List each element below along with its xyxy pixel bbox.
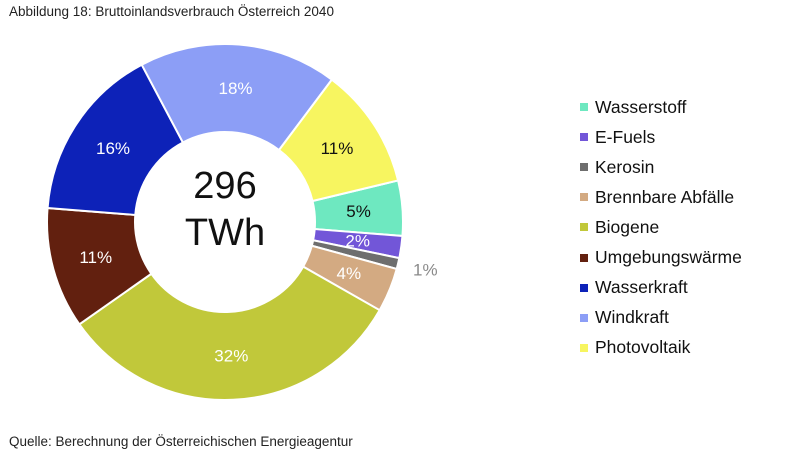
slice-photovoltaik — [277, 78, 400, 203]
legend-item: Kerosin — [580, 152, 742, 182]
center-total-value: 296 — [193, 165, 256, 207]
legend-label: Biogene — [595, 216, 660, 237]
legend-item: Windkraft — [580, 303, 742, 333]
legend-swatch — [580, 133, 588, 142]
legend-item: Brennbare Abfälle — [580, 182, 742, 212]
legend-label: Brennbare Abfälle — [595, 186, 735, 207]
slice-biogene — [77, 265, 381, 401]
legend-swatch — [580, 103, 588, 112]
slice-windkraft — [140, 43, 334, 152]
source-note: Quelle: Berechnung der Österreichischen … — [9, 434, 353, 449]
legend-swatch — [580, 283, 588, 292]
legend-swatch — [580, 193, 588, 202]
legend-item: Wasserstoff — [580, 92, 742, 122]
legend-swatch — [580, 313, 588, 322]
legend-label: Kerosin — [595, 156, 655, 177]
legend-item: E-Fuels — [580, 122, 742, 152]
slice-label: 18% — [218, 79, 252, 98]
slice-label: 16% — [96, 139, 130, 158]
legend-label: Wasserstoff — [595, 96, 687, 117]
legend-swatch — [580, 163, 588, 172]
slice-label: 32% — [214, 346, 248, 365]
slice-label: 5% — [346, 202, 371, 221]
legend-item: Umgebungswärme — [580, 242, 742, 272]
legend-item: Photovoltaik — [580, 333, 742, 363]
slice-label: 11% — [79, 248, 112, 267]
slice-label: 2% — [345, 231, 370, 250]
legend-label: Wasserkraft — [595, 277, 688, 298]
slice-wasserkraft — [46, 63, 185, 217]
slice-label: 11% — [321, 139, 354, 158]
legend-item: Wasserkraft — [580, 273, 742, 303]
legend-swatch — [580, 223, 588, 232]
figure-caption: Abbildung 18: Bruttoinlandsverbrauch Öst… — [9, 4, 334, 19]
chart-legend: Wasserstoff E-Fuels Kerosin Brennbare Abfäl… — [580, 92, 742, 363]
center-total-unit: TWh — [185, 212, 265, 254]
legend-item: Biogene — [580, 212, 742, 242]
legend-label: Umgebungswärme — [595, 247, 742, 268]
slice-label: 4% — [337, 264, 362, 283]
legend-label: Windkraft — [595, 307, 669, 328]
legend-swatch — [580, 343, 588, 352]
legend-swatch — [580, 253, 588, 262]
legend-label: Photovoltaik — [595, 337, 691, 358]
legend-label: E-Fuels — [595, 126, 656, 147]
slice-label: 1% — [413, 261, 438, 280]
